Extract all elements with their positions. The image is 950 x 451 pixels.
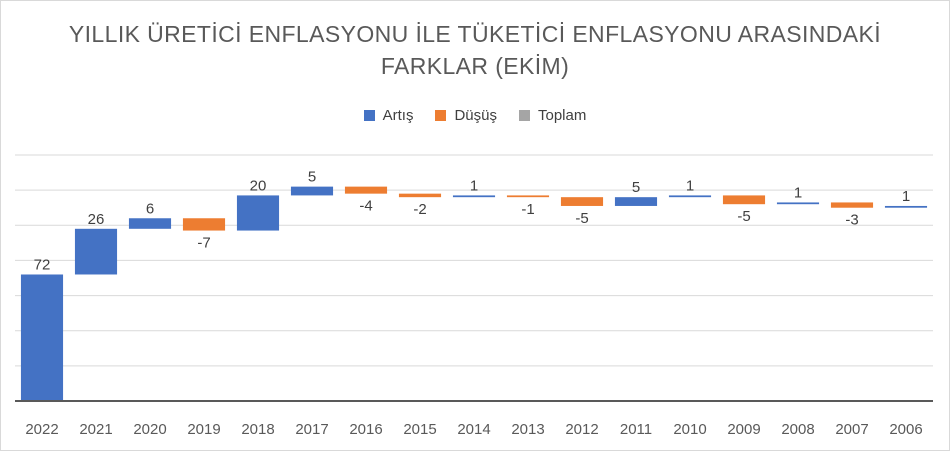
waterfall-bar: [722, 195, 766, 205]
waterfall-bar: [560, 197, 604, 206]
data-label: 5: [308, 169, 316, 186]
chart-title-line-2: FARKLAR (EKİM): [380, 53, 570, 79]
waterfall-bar: [776, 202, 820, 205]
x-tick-label: 2014: [457, 421, 490, 438]
waterfall-bar: [20, 274, 64, 401]
x-tick-label: 2017: [295, 421, 328, 438]
legend-swatch-decrease: [435, 110, 447, 121]
legend-item-total: Toplam: [519, 107, 586, 124]
waterfall-bar: [290, 186, 334, 196]
legend-item-decrease: Düşüş: [435, 107, 497, 124]
data-label: -4: [359, 198, 372, 215]
x-tick-label: 2009: [727, 421, 760, 438]
data-label: -1: [521, 201, 534, 218]
x-tick-label: 2008: [781, 421, 814, 438]
data-label: -5: [737, 208, 750, 225]
waterfall-bar: [128, 218, 172, 229]
data-label: -2: [413, 201, 426, 218]
x-tick-label: 2013: [511, 421, 544, 438]
legend-label-increase: Artış: [382, 107, 414, 124]
x-tick-label: 2006: [889, 421, 922, 438]
legend-label-decrease: Düşüş: [454, 107, 497, 124]
data-label: 5: [632, 179, 640, 196]
x-tick-label: 2011: [620, 421, 652, 438]
waterfall-bar: [344, 186, 388, 194]
data-label: -7: [197, 235, 210, 252]
data-label: 1: [902, 188, 910, 205]
chart-title-line-1: YILLIK ÜRETİCİ ENFLASYONU İLE TÜKETİCİ E…: [68, 21, 882, 47]
waterfall-bar: [74, 228, 118, 275]
data-label: 26: [88, 211, 105, 228]
data-label: -5: [575, 210, 588, 227]
waterfall-bar: [452, 195, 496, 198]
waterfall-bar: [236, 195, 280, 231]
data-label: 1: [794, 184, 802, 201]
x-tick-label: 2019: [187, 421, 220, 438]
data-label: 72: [34, 256, 51, 273]
waterfall-bar: [668, 195, 712, 198]
waterfall-bar: [398, 193, 442, 198]
legend-item-increase: Artış: [363, 107, 414, 124]
legend-swatch-increase: [363, 110, 375, 121]
legend-swatch-total: [519, 110, 530, 121]
waterfall-bar: [884, 205, 928, 208]
x-tick-label: 2015: [403, 421, 436, 438]
x-tick-label: 2010: [673, 421, 706, 438]
waterfall-bar: [830, 202, 874, 208]
x-tick-label: 2012: [565, 421, 598, 438]
chart-title: YILLIK ÜRETİCİ ENFLASYONU İLE TÜKETİCİ E…: [0, 18, 950, 82]
data-label: 1: [470, 177, 478, 194]
data-label: 6: [146, 200, 154, 217]
x-tick-label: 2016: [349, 421, 382, 438]
data-label: -3: [845, 212, 858, 229]
x-tick-label: 2022: [25, 421, 58, 438]
x-tick-label: 2007: [835, 421, 868, 438]
x-tick-label: 2020: [133, 421, 166, 438]
x-tick-label: 2018: [241, 421, 274, 438]
waterfall-bar: [182, 218, 226, 231]
chart-legend: Artış Düşüş Toplam: [0, 107, 950, 124]
waterfall-bar: [614, 197, 658, 206]
waterfall-bar: [506, 195, 550, 198]
x-tick-label: 2021: [79, 421, 112, 438]
data-label: 1: [686, 177, 694, 194]
data-label: 20: [250, 177, 267, 194]
legend-label-total: Toplam: [538, 107, 587, 124]
